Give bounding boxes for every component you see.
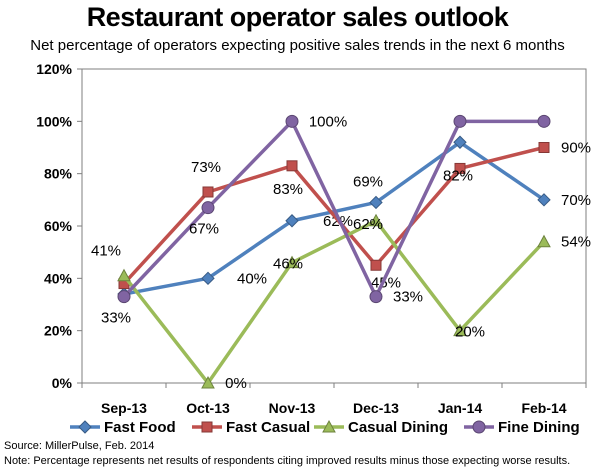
fine-dining-point [453,114,467,128]
casual-dining-data-label: 54% [561,234,591,251]
fast-food-point [453,135,467,149]
casual-dining-point [117,268,131,282]
fast-food-legend-marker [78,420,92,434]
fine-dining-point [285,114,299,128]
fast-food-point [201,271,215,286]
source-note: Source: MillerPulse, Feb. 2014 [4,440,155,452]
fast-food-point [537,193,551,207]
x-tick-label: Dec-13 [353,400,399,416]
fine-dining-point [537,114,551,128]
fine-dining-point [117,290,131,304]
casual-dining-point [201,375,215,389]
y-tick-label: 60% [44,218,73,234]
fine-dining-point [201,201,215,215]
x-tick-label: Nov-13 [269,400,316,416]
fast-casual-legend-marker [201,421,213,433]
fast-casual-point [454,162,466,174]
casual-dining-data-label: 41% [91,243,121,260]
chart-subtitle: Net percentage of operators expecting po… [30,37,565,54]
chart-title: Restaurant operator sales outlook [86,2,509,32]
fast-casual-point [370,259,382,271]
casual-dining-point [285,255,299,269]
fast-casual-legend-label: Fast Casual [226,419,310,436]
x-tick-label: Sep-13 [101,400,147,416]
fast-casual-data-label: 83% [273,181,303,198]
y-tick-label: 40% [44,270,73,286]
fast-casual-point [286,160,298,172]
y-tick-label: 20% [44,323,73,339]
fast-casual-point [538,142,550,153]
casual-dining-data-label: 20% [455,324,485,341]
casual-dining-point [369,213,383,227]
fast-food-point [285,214,299,228]
y-tick-label: 120% [36,61,72,77]
fine-dining-data-label: 67% [189,221,219,238]
fast-food-data-label: 70% [561,192,591,209]
casual-dining-data-label: 62% [353,216,383,233]
fast-food-legend-label: Fast Food [104,419,176,436]
fast-casual-data-label: 82% [443,167,473,184]
casual-dining-legend-marker [322,419,336,433]
x-tick-label: Feb-14 [521,400,566,416]
casual-dining-data-label: 0% [225,375,247,392]
fast-casual-data-label: 45% [371,274,401,291]
fine-dining-data-label: 33% [393,289,423,306]
y-tick-label: 100% [36,113,72,129]
methodology-note: Note: Percentage represents net results … [4,455,571,467]
fast-casual-data-label: 73% [191,159,221,176]
fast-food-data-label: 40% [237,270,267,287]
fine-dining-legend-marker [472,420,486,434]
casual-dining-line [122,219,546,385]
fast-food-data-label: 69% [353,173,383,190]
casual-dining-point [537,234,551,248]
x-tick-label: Jan-14 [438,400,483,416]
y-tick-label: 80% [44,166,73,182]
casual-dining-data-label: 46% [273,256,303,273]
fine-dining-legend-label: Fine Dining [498,419,580,436]
fast-casual-point [202,186,214,198]
fine-dining-data-label: 33% [101,310,131,327]
casual-dining-legend-label: Casual Dining [348,419,448,436]
casual-dining-point [453,323,467,337]
fine-dining-point [369,290,383,304]
fast-food-point [369,195,383,210]
fine-dining-data-label: 100% [309,113,347,130]
fine-dining-line [122,119,544,299]
x-tick-label: Oct-13 [186,400,230,416]
fast-casual-line [122,145,545,285]
y-tick-label: 0% [52,375,73,391]
fast-casual-data-label: 90% [561,140,591,157]
